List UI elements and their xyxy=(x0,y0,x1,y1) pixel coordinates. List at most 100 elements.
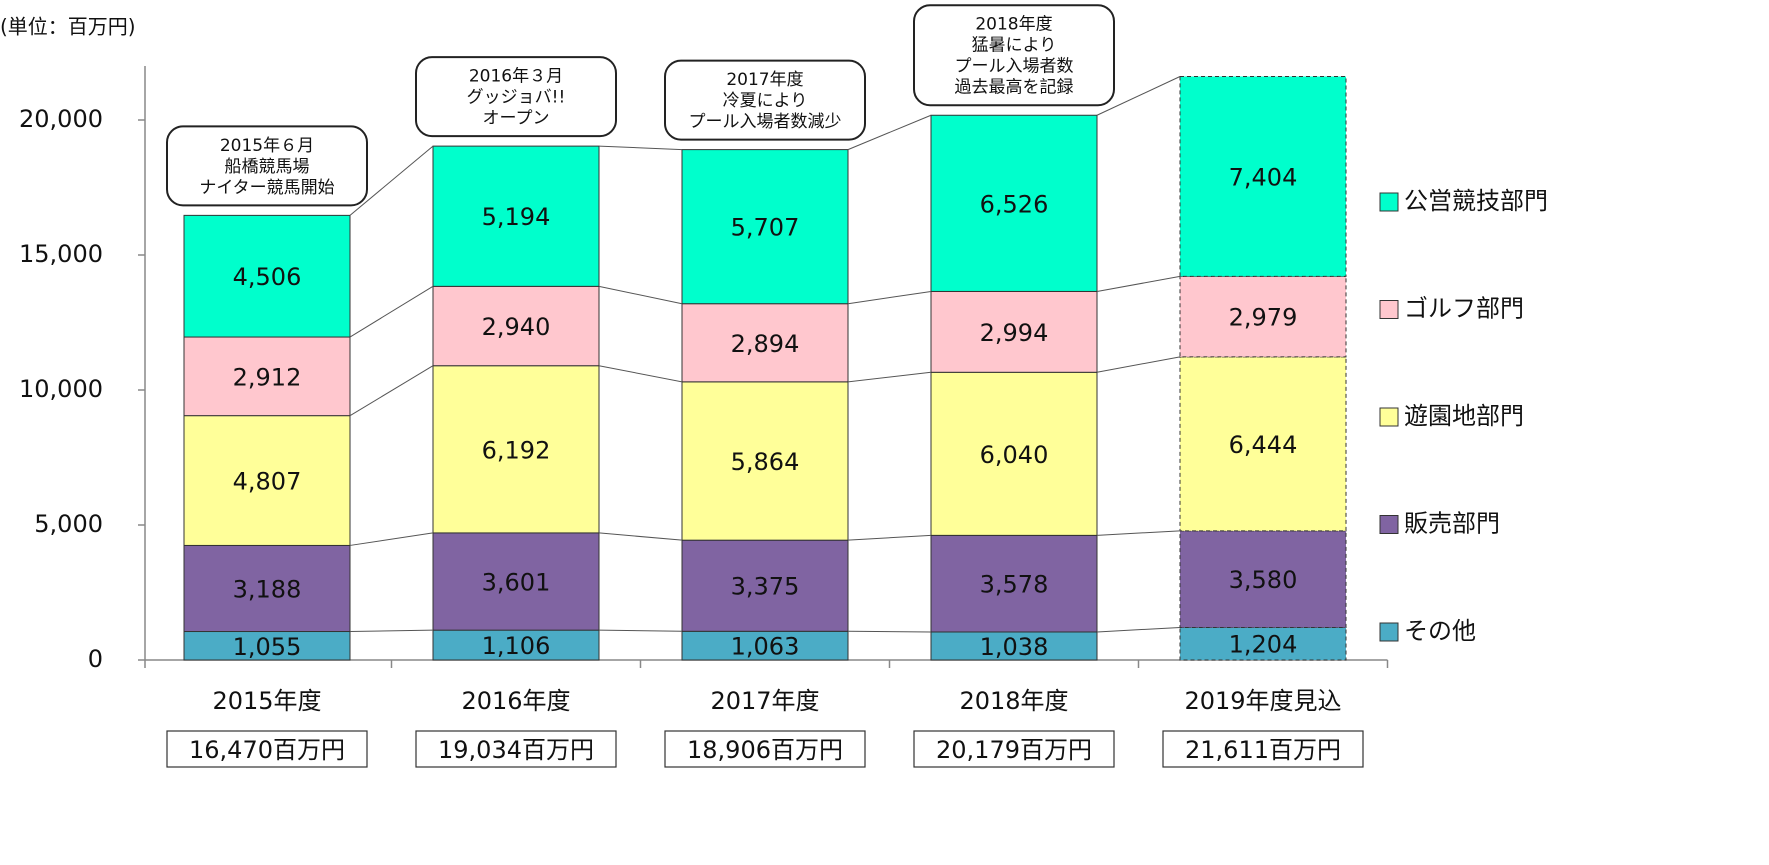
total-label: 19,034百万円 xyxy=(438,736,594,764)
annotation-text: プール入場者数減少 xyxy=(689,112,842,132)
annotation-box xyxy=(664,59,866,141)
bar-segment xyxy=(183,631,351,661)
connector xyxy=(598,532,683,541)
value-label: 6,192 xyxy=(482,436,551,464)
value-label: 1,055 xyxy=(233,633,302,661)
value-label: 3,188 xyxy=(233,575,302,603)
annotation-box xyxy=(913,4,1115,107)
annotation-text: 2015年６月 xyxy=(220,136,314,156)
annotation-text: オープン xyxy=(483,109,550,129)
legend-swatch xyxy=(1379,622,1399,642)
legend-label: 販売部門 xyxy=(1404,510,1500,538)
connector xyxy=(598,145,683,151)
x-tick-label: 2019年度見込 xyxy=(1184,687,1341,715)
value-label: 5,194 xyxy=(482,203,551,231)
annotation-text: 過去最高を記録 xyxy=(955,78,1074,98)
value-label: 3,601 xyxy=(482,569,551,597)
connector xyxy=(847,290,932,305)
bar-segment xyxy=(1179,356,1347,532)
connector xyxy=(349,532,434,546)
bar-segment xyxy=(432,145,600,287)
bar-segment xyxy=(930,534,1098,633)
bar-segment xyxy=(432,285,600,367)
total-label: 20,179百万円 xyxy=(936,736,1092,764)
y-tick-label: 5,000 xyxy=(34,510,103,538)
bar-segment xyxy=(681,303,849,383)
bar-segment xyxy=(183,415,351,546)
connector xyxy=(1096,356,1181,373)
bar-segment xyxy=(183,214,351,338)
bar-segment xyxy=(432,629,600,661)
value-label: 6,444 xyxy=(1229,431,1298,459)
connector xyxy=(847,114,932,151)
value-label: 4,506 xyxy=(233,263,302,291)
legend-swatch xyxy=(1379,407,1399,427)
legend-label: その他 xyxy=(1404,617,1476,645)
value-label: 2,940 xyxy=(482,313,551,341)
total-box xyxy=(415,730,617,768)
value-label: 3,580 xyxy=(1229,566,1298,594)
connector xyxy=(349,365,434,417)
bar-segment xyxy=(681,539,849,632)
legend-label: 公営競技部門 xyxy=(1404,187,1548,215)
annotation-text: プール入場者数 xyxy=(955,57,1074,77)
legend-swatch xyxy=(1379,192,1399,212)
annotation-text: 猛暑により xyxy=(972,36,1057,56)
connector xyxy=(598,365,683,383)
total-label: 18,906百万円 xyxy=(687,736,843,764)
x-tick-label: 2018年度 xyxy=(959,687,1068,715)
annotation-box xyxy=(415,56,617,138)
x-tick-label: 2016年度 xyxy=(461,687,570,715)
y-tick-label: 0 xyxy=(88,645,103,673)
annotation-text: 2016年３月 xyxy=(469,67,563,87)
value-label: 2,979 xyxy=(1229,304,1298,332)
bar-segment xyxy=(1179,275,1347,358)
x-tick-label: 2015年度 xyxy=(212,687,321,715)
connector xyxy=(1096,76,1181,116)
total-box xyxy=(664,730,866,768)
bar-segment xyxy=(930,371,1098,536)
value-label: 2,894 xyxy=(731,330,800,358)
value-label: 5,707 xyxy=(731,214,800,242)
connector xyxy=(598,285,683,305)
bar-segment xyxy=(1179,626,1347,661)
total-label: 21,611百万円 xyxy=(1185,736,1341,764)
connector xyxy=(1096,626,1181,633)
total-label: 16,470百万円 xyxy=(189,736,345,764)
value-label: 1,063 xyxy=(731,633,800,661)
y-tick-label: 15,000 xyxy=(19,240,103,268)
connector xyxy=(847,371,932,383)
bar-segment xyxy=(1179,76,1347,277)
connector xyxy=(1096,530,1181,536)
value-label: 4,807 xyxy=(233,468,302,496)
connector xyxy=(847,630,932,633)
total-box xyxy=(913,730,1115,768)
bar-segment xyxy=(930,631,1098,661)
bar-segment xyxy=(681,381,849,541)
value-label: 1,204 xyxy=(1229,631,1298,659)
total-box xyxy=(1162,730,1364,768)
bar-segment xyxy=(183,336,351,417)
connector xyxy=(349,629,434,633)
y-tick-label: 20,000 xyxy=(19,105,103,133)
total-box xyxy=(166,730,368,768)
value-label: 3,578 xyxy=(980,571,1049,599)
value-label: 1,038 xyxy=(980,633,1049,661)
x-tick-label: 2017年度 xyxy=(710,687,819,715)
connector xyxy=(349,145,434,216)
value-label: 7,404 xyxy=(1229,163,1298,191)
connector xyxy=(598,629,683,632)
bar-segment xyxy=(183,544,351,633)
annotation-text: 2018年度 xyxy=(975,15,1052,35)
bar-segment xyxy=(1179,530,1347,628)
bar-segment xyxy=(681,149,849,305)
bar-segment xyxy=(432,365,600,534)
value-label: 6,526 xyxy=(980,190,1049,218)
bar-segment xyxy=(930,114,1098,292)
value-label: 5,864 xyxy=(731,448,800,476)
annotation-text: 冷夏により xyxy=(723,91,808,111)
value-label: 6,040 xyxy=(980,441,1049,469)
legend-label: ゴルフ部門 xyxy=(1404,295,1524,323)
unit-label: (単位：百万円) xyxy=(0,15,136,39)
